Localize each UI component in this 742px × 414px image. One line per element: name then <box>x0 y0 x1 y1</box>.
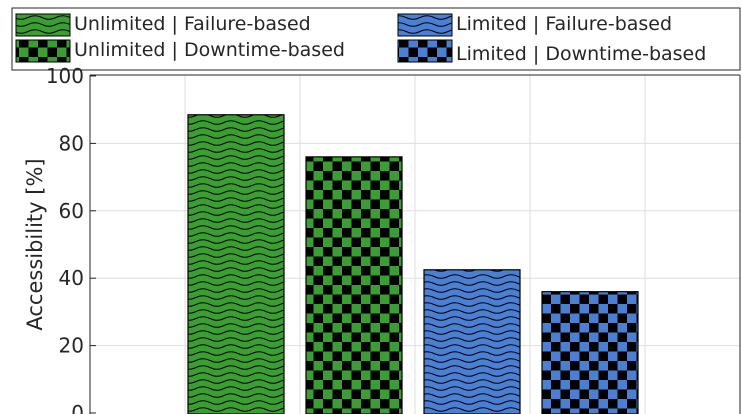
legend-label-4: Limited | Downtime-based <box>456 43 706 65</box>
legend-swatch-2 <box>15 39 71 63</box>
y-tick-label: 40 <box>59 266 84 290</box>
y-tick-label: 60 <box>59 199 84 223</box>
legend-label-3: Limited | Failure-based <box>456 13 672 35</box>
y-axis-ticks: 0 20 40 60 80 100 <box>46 64 96 414</box>
legend-label-1: Unlimited | Failure-based <box>74 13 311 35</box>
bar-4 <box>541 291 639 414</box>
plot-area: 0 20 40 60 80 100 <box>46 64 741 414</box>
y-axis-label: Accessibility [%] <box>23 158 47 330</box>
y-tick-label: 80 <box>59 131 84 155</box>
y-tick-label: 0 <box>71 401 84 414</box>
legend-box <box>11 7 741 71</box>
legend-swatch-1 <box>15 13 71 37</box>
legend-swatch-3 <box>397 13 453 37</box>
bar-2 <box>305 156 403 414</box>
bar-3 <box>423 269 521 414</box>
bars <box>187 114 639 414</box>
legend: Unlimited | Failure-based Limited | Failu… <box>11 7 741 71</box>
bar-1 <box>187 114 285 414</box>
y-tick-label: 100 <box>46 64 84 88</box>
legend-swatch-4 <box>397 39 453 63</box>
y-tick-label: 20 <box>59 334 84 358</box>
legend-label-2: Unlimited | Downtime-based <box>74 39 345 61</box>
